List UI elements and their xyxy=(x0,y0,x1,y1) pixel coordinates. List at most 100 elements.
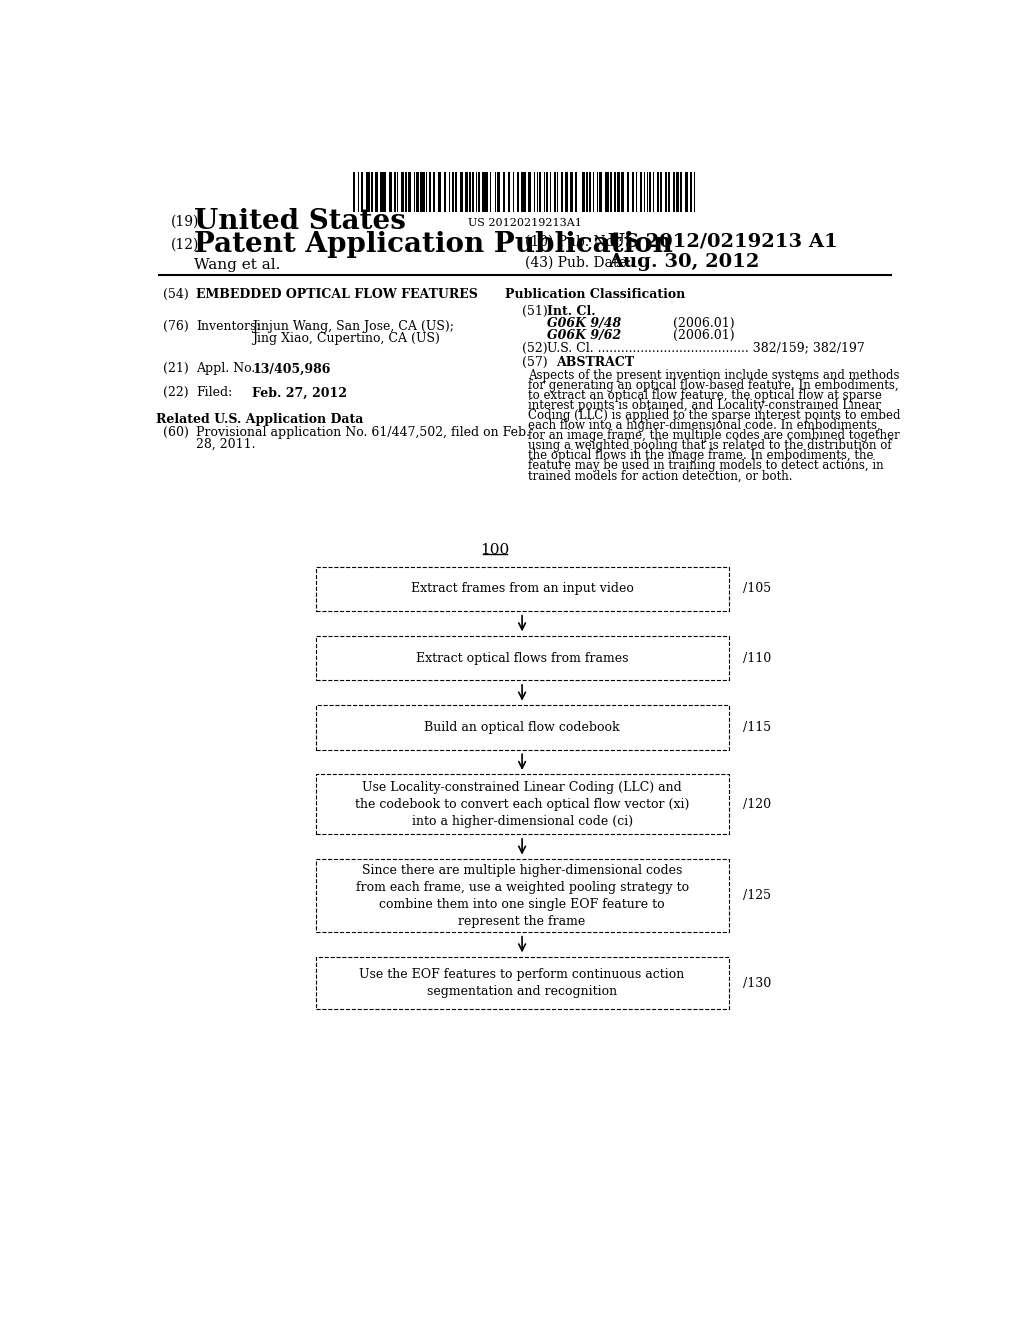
Bar xyxy=(544,173,546,213)
Bar xyxy=(537,173,538,213)
Bar xyxy=(437,173,440,213)
Bar xyxy=(456,173,458,213)
Bar xyxy=(368,173,370,213)
Bar xyxy=(352,173,355,213)
Text: for generating an optical flow-based feature. In embodiments,: for generating an optical flow-based fea… xyxy=(528,379,898,392)
Text: United States: United States xyxy=(194,209,406,235)
Text: Jinjun Wang, San Jose, CA (US);: Jinjun Wang, San Jose, CA (US); xyxy=(252,321,454,333)
Bar xyxy=(394,173,396,213)
Bar xyxy=(449,173,451,213)
Bar xyxy=(546,173,548,213)
Text: for an image frame, the multiple codes are combined together: for an image frame, the multiple codes a… xyxy=(528,429,900,442)
Text: Feb. 27, 2012: Feb. 27, 2012 xyxy=(252,387,347,400)
Text: (22): (22) xyxy=(163,387,188,400)
Bar xyxy=(452,173,454,213)
Bar xyxy=(586,173,589,213)
Bar xyxy=(376,173,378,213)
Text: Use Locality-constrained Linear Coding (LLC) and
the codebook to convert each op: Use Locality-constrained Linear Coding (… xyxy=(355,781,689,828)
Bar xyxy=(521,173,522,213)
Bar xyxy=(565,173,568,213)
Bar xyxy=(659,173,663,213)
Bar xyxy=(406,173,407,213)
Text: (52): (52) xyxy=(521,342,547,355)
Text: (54): (54) xyxy=(163,288,188,301)
Bar xyxy=(409,173,412,213)
Text: (12): (12) xyxy=(171,238,199,252)
Bar xyxy=(503,173,505,213)
Text: trained models for action detection, or both.: trained models for action detection, or … xyxy=(528,470,793,483)
Text: ABSTRACT: ABSTRACT xyxy=(556,355,635,368)
FancyBboxPatch shape xyxy=(315,705,729,750)
Bar xyxy=(632,173,634,213)
Bar xyxy=(582,173,585,213)
Bar xyxy=(489,173,492,213)
Bar xyxy=(523,173,526,213)
Bar xyxy=(396,173,398,213)
Text: Publication Classification: Publication Classification xyxy=(505,288,685,301)
Text: (2006.01): (2006.01) xyxy=(673,317,734,330)
Bar xyxy=(481,173,484,213)
Text: Filed:: Filed: xyxy=(197,387,232,400)
Text: Extract optical flows from frames: Extract optical flows from frames xyxy=(416,652,629,665)
Bar xyxy=(668,173,671,213)
FancyBboxPatch shape xyxy=(315,775,729,834)
Text: /125: /125 xyxy=(742,890,771,902)
Bar xyxy=(422,173,425,213)
Bar xyxy=(401,173,404,213)
Text: /130: /130 xyxy=(742,977,771,990)
Text: U.S. Cl. ....................................... 382/159; 382/197: U.S. Cl. ...............................… xyxy=(547,342,865,355)
Bar xyxy=(676,173,679,213)
FancyBboxPatch shape xyxy=(315,566,729,611)
Bar xyxy=(420,173,422,213)
Bar xyxy=(508,173,510,213)
Text: US 2012/0219213 A1: US 2012/0219213 A1 xyxy=(608,232,839,251)
FancyBboxPatch shape xyxy=(315,636,729,681)
Bar xyxy=(443,173,446,213)
Bar xyxy=(534,173,536,213)
Text: /105: /105 xyxy=(742,582,771,595)
Text: interest points is obtained, and Locality-constrained Linear: interest points is obtained, and Localit… xyxy=(528,400,881,412)
Text: G06K 9/62: G06K 9/62 xyxy=(547,329,622,342)
Text: Aug. 30, 2012: Aug. 30, 2012 xyxy=(608,253,760,272)
Bar xyxy=(689,173,692,213)
Bar xyxy=(557,173,558,213)
Bar xyxy=(621,173,624,213)
Text: /115: /115 xyxy=(742,721,771,734)
Text: 100: 100 xyxy=(480,543,510,557)
Text: US 20120219213A1: US 20120219213A1 xyxy=(468,218,582,228)
Bar xyxy=(478,173,480,213)
Text: (21): (21) xyxy=(163,363,188,375)
Text: (51): (51) xyxy=(521,305,548,318)
Text: Build an optical flow codebook: Build an optical flow codebook xyxy=(424,721,620,734)
Text: (10) Pub. No.:: (10) Pub. No.: xyxy=(524,235,623,248)
Text: Related U.S. Application Data: Related U.S. Application Data xyxy=(156,412,364,425)
Bar xyxy=(384,173,386,213)
Bar xyxy=(550,173,551,213)
Bar xyxy=(640,173,642,213)
Bar xyxy=(527,173,530,213)
Bar xyxy=(466,173,468,213)
Text: Jing Xiao, Cupertino, CA (US): Jing Xiao, Cupertino, CA (US) xyxy=(252,331,440,345)
Bar xyxy=(673,173,675,213)
Text: Since there are multiple higher-dimensional codes
from each frame, use a weighte: Since there are multiple higher-dimensio… xyxy=(355,863,689,928)
Bar xyxy=(656,173,658,213)
Bar xyxy=(461,173,463,213)
Text: G06K 9/48: G06K 9/48 xyxy=(547,317,622,330)
Text: Int. Cl.: Int. Cl. xyxy=(547,305,596,318)
Text: Wang et al.: Wang et al. xyxy=(194,257,281,272)
FancyBboxPatch shape xyxy=(315,859,729,932)
Text: Extract frames from an input video: Extract frames from an input video xyxy=(411,582,634,595)
Text: 28, 2011.: 28, 2011. xyxy=(197,438,256,451)
Text: Aspects of the present invention include systems and methods: Aspects of the present invention include… xyxy=(528,370,899,383)
Bar xyxy=(360,173,362,213)
Bar xyxy=(614,173,616,213)
Bar xyxy=(469,173,471,213)
Bar xyxy=(680,173,682,213)
Bar xyxy=(627,173,630,213)
Bar xyxy=(497,173,500,213)
Text: Provisional application No. 61/447,502, filed on Feb.: Provisional application No. 61/447,502, … xyxy=(197,426,530,440)
Bar xyxy=(485,173,488,213)
Text: /110: /110 xyxy=(742,652,771,665)
Text: (76): (76) xyxy=(163,321,188,333)
Bar xyxy=(604,173,607,213)
